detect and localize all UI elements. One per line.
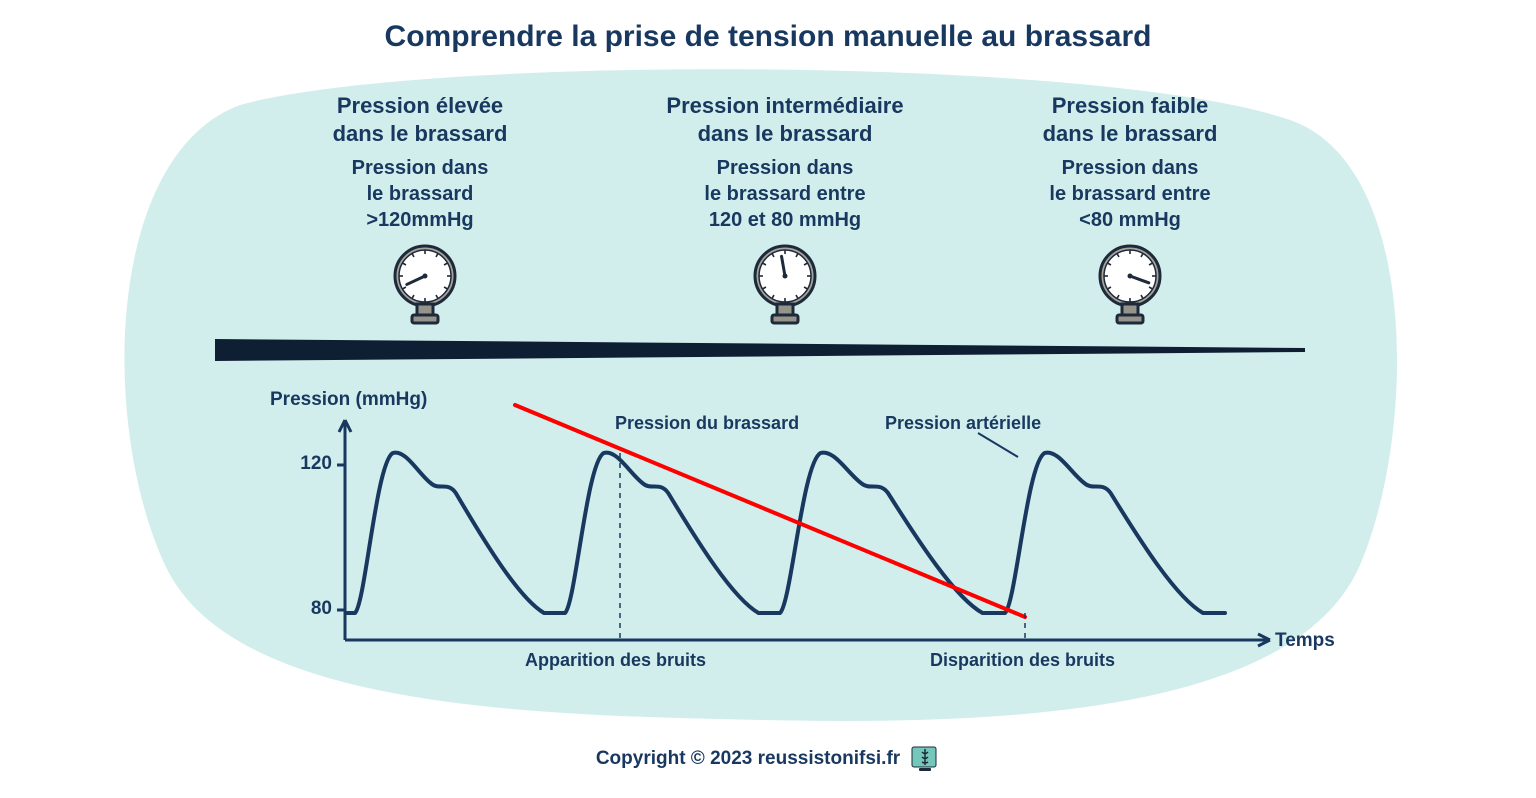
y-axis-label: Pression (mmHg) [270,389,427,411]
sound-onset-label: Apparition des bruits [525,650,706,671]
y-tick-80: 80 [290,598,332,620]
section-sub-low: Pression dans le brassard entre <80 mmHg [980,155,1280,233]
y-tick-120: 120 [290,453,332,475]
cuff-pressure-label: Pression du brassard [615,413,799,434]
s1-l2: le brassard entre [704,183,865,205]
s1-l1: Pression dans [717,157,854,179]
pressure-chart: Pression (mmHg) Temps 12080 Pression du … [270,395,1300,680]
section-heading-low: Pression faible dans le brassard [970,92,1290,147]
h0-l1: Pression élevée [337,93,503,118]
section-sub-high: Pression dans le brassard >120mmHg [270,155,570,233]
page-title: Comprendre la prise de tension manuelle … [0,20,1536,54]
copyright-line: Copyright © 2023 reussistonifsi.fr [0,745,1536,773]
pressure-wedge-bar [215,339,1305,370]
sound-offset-label: Disparition des bruits [930,650,1115,671]
h1-l1: Pression intermédiaire [666,93,903,118]
s2-l2: le brassard entre [1049,183,1210,205]
section-heading-high: Pression élevée dans le brassard [260,92,580,147]
section-heading-mid: Pression intermédiaire dans le brassard [625,92,945,147]
gauge-mid [750,243,820,333]
h1-l2: dans le brassard [698,121,873,146]
h2-l1: Pression faible [1052,93,1209,118]
gauge-low [1095,243,1165,333]
gauge-high [390,243,460,333]
page-title-text: Comprendre la prise de tension manuelle … [385,20,1152,53]
s0-l2: le brassard [367,183,474,205]
copyright-text: Copyright © 2023 reussistonifsi.fr [596,748,900,770]
s0-l1: Pression dans [352,157,489,179]
arterial-pressure-label: Pression artérielle [885,413,1041,434]
s1-l3: 120 et 80 mmHg [709,209,861,231]
h0-l2: dans le brassard [333,121,508,146]
h2-l2: dans le brassard [1043,121,1218,146]
section-sub-mid: Pression dans le brassard entre 120 et 8… [635,155,935,233]
s0-l3: >120mmHg [366,209,473,231]
logo-icon [910,745,940,773]
x-axis-label: Temps [1275,630,1335,652]
s2-l3: <80 mmHg [1079,209,1181,231]
s2-l1: Pression dans [1062,157,1199,179]
